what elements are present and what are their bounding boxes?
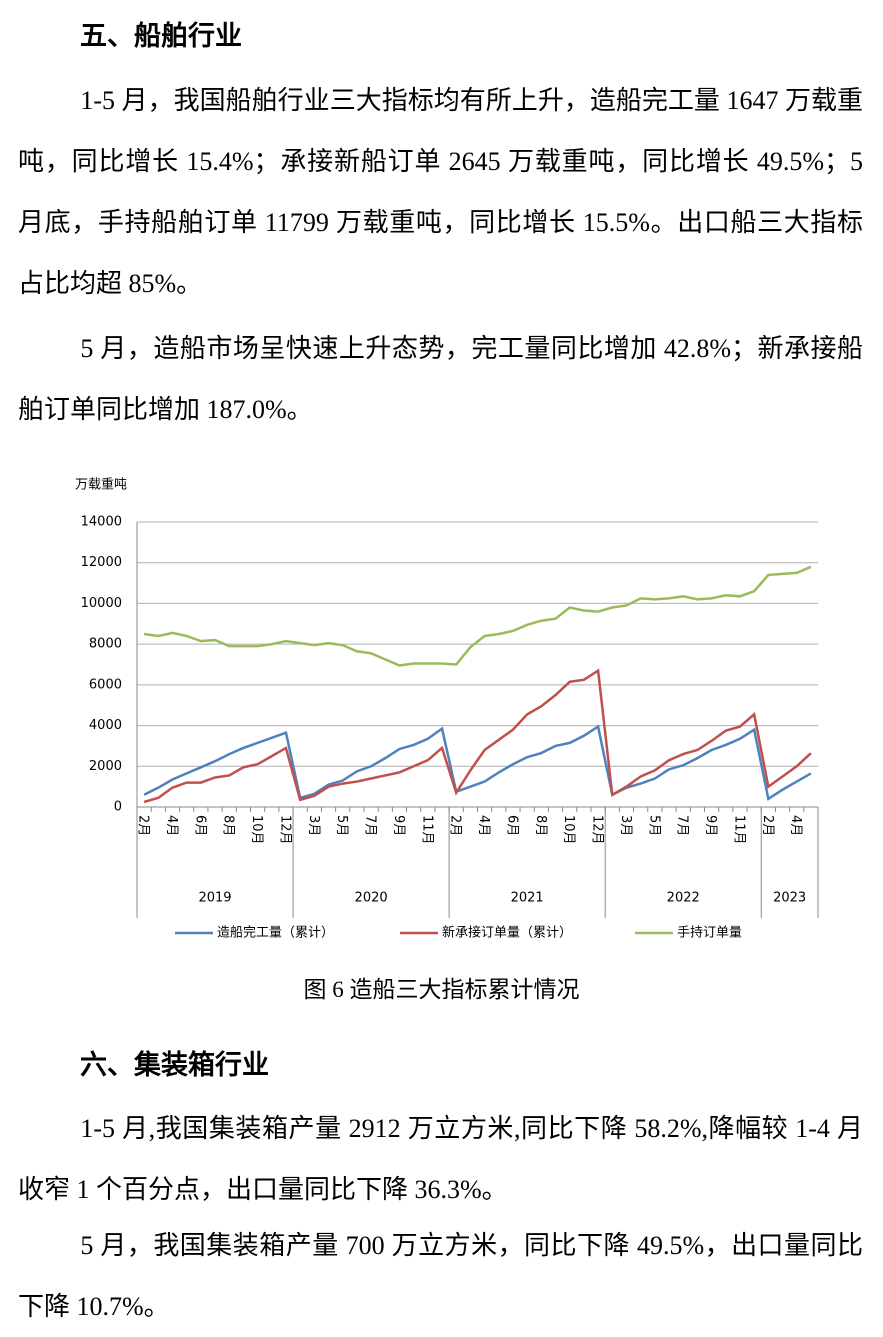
x-tick-label: 7月 [675, 815, 690, 836]
y-axis-label: 万载重吨 [75, 477, 127, 493]
group-label: 2022 [667, 891, 700, 906]
group-label: 2019 [198, 891, 231, 906]
group-label: 2021 [511, 891, 544, 906]
y-tick-label: 0 [114, 800, 122, 815]
y-tick-label: 4000 [89, 718, 122, 733]
x-tick-label: 12月 [277, 815, 292, 845]
series-line [143, 565, 812, 667]
group-label: 2023 [773, 891, 806, 906]
y-tick-label: 12000 [81, 555, 122, 570]
x-tick-label: 2月 [448, 815, 463, 836]
section-heading: 五、船舶行业 [80, 21, 242, 52]
x-tick-label: 8月 [533, 815, 548, 836]
paragraph: 5 月，造船市场呈快速上升态势，完工量同比增加 42.8%；新承接船舶订单同比增… [18, 334, 863, 424]
series-line [143, 724, 812, 801]
legend-label: 造船完工量（累计） [217, 926, 334, 941]
section-heading: 六、集装箱行业 [80, 1050, 269, 1081]
y-tick-label: 14000 [81, 515, 122, 530]
figure-caption: 图 6 造船三大指标累计情况 [303, 977, 580, 1002]
chart: 万载重吨 0 2000 4000 6000 8000 10000 12000 14000 2月 4… [75, 477, 819, 941]
x-tick-label: 10月 [249, 815, 264, 845]
x-tick-label: 12月 [590, 815, 605, 845]
paragraph: 1-5 月,我国集装箱产量 2912 万立方米,同比下降 58.2%,降幅较 1… [18, 1114, 863, 1204]
x-tick-label: 5月 [334, 815, 349, 836]
x-tick-label: 4月 [164, 815, 179, 836]
x-tick-label: 10月 [561, 815, 576, 845]
y-tick-label: 2000 [89, 759, 122, 774]
x-tick-label: 4月 [476, 815, 491, 836]
y-tick-label: 6000 [89, 677, 122, 692]
group-label: 2020 [355, 891, 388, 906]
x-tick-label: 11月 [731, 815, 746, 845]
x-tick-label: 4月 [788, 815, 803, 836]
x-tick-label: 5月 [646, 815, 661, 836]
legend-label: 手持订单量 [677, 926, 742, 941]
x-tick-label: 6月 [192, 815, 207, 836]
x-tick-label: 9月 [391, 815, 406, 836]
x-tick-label: 6月 [504, 815, 519, 836]
paragraph: 5 月，我国集装箱产量 700 万立方米，同比下降 49.5%，出口量同比下降 … [18, 1231, 863, 1321]
x-tick-label: 3月 [306, 815, 321, 836]
x-tick-label: 11月 [419, 815, 434, 845]
series-line [143, 668, 812, 804]
x-tick-label: 2月 [760, 815, 775, 836]
x-tick-label: 3月 [618, 815, 633, 836]
x-tick-label: 8月 [221, 815, 236, 836]
x-tick-label: 2月 [136, 815, 151, 836]
y-tick-label: 8000 [89, 637, 122, 652]
legend-label: 新承接订单量（累计） [442, 925, 572, 941]
paragraph: 1-5 月，我国船舶行业三大指标均有所上升，造船完工量 1647 万载重吨，同比… [18, 86, 863, 298]
x-tick-label: 7月 [363, 815, 378, 836]
x-tick-label: 9月 [703, 815, 718, 836]
y-tick-label: 10000 [81, 596, 122, 611]
